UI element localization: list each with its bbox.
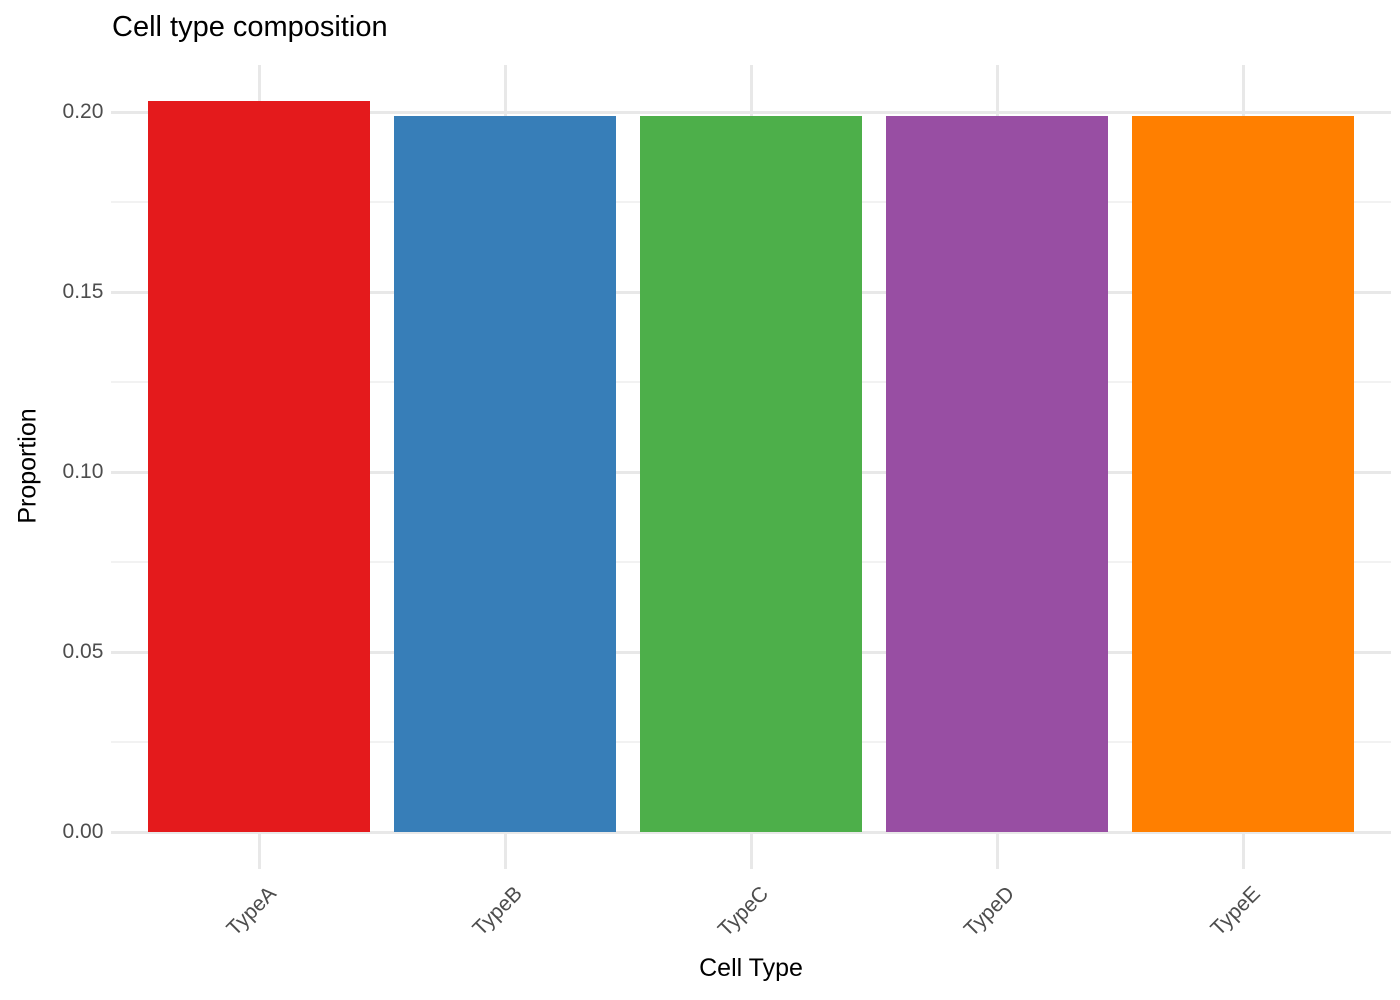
x-tick-label: TypeB <box>468 882 528 941</box>
y-tick-label: 0.15 <box>62 280 104 303</box>
x-tick-label: TypeD <box>960 882 1020 942</box>
y-axis-title: Proportion <box>13 408 42 524</box>
y-tick-label: 0.00 <box>62 820 104 843</box>
y-tick-label: 0.05 <box>62 640 104 663</box>
bar-TypeD <box>886 115 1108 832</box>
bar-TypeC <box>640 115 862 832</box>
x-tick-label: TypeA <box>222 882 282 941</box>
y-tick-label: 0.20 <box>62 100 104 123</box>
bar-TypeE <box>1132 115 1354 832</box>
y-tick-label: 0.10 <box>62 460 104 483</box>
chart-title: Cell type composition <box>112 11 388 43</box>
bar-TypeA <box>148 101 370 832</box>
x-tick-label: TypeC <box>714 882 774 942</box>
x-tick-label: TypeE <box>1206 882 1266 941</box>
bar-TypeB <box>394 115 616 832</box>
x-axis-title: Cell Type <box>699 954 803 982</box>
